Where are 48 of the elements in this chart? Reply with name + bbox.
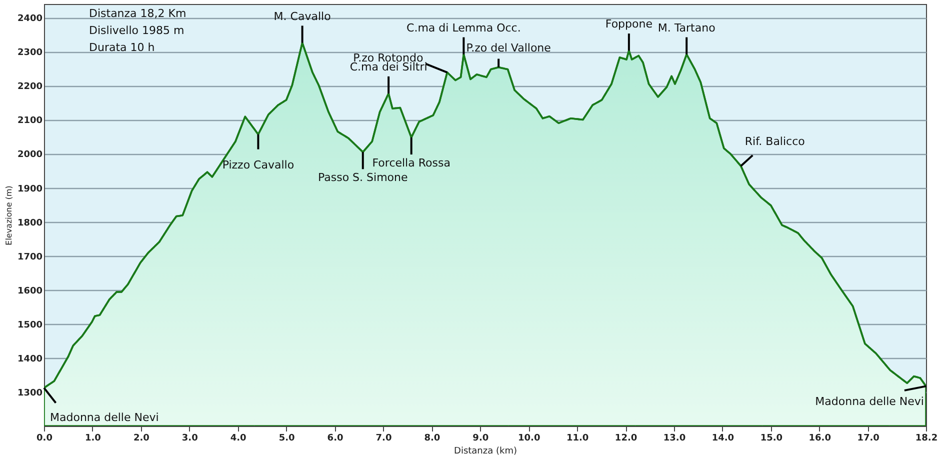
annotation: Dislivello 1985 m — [89, 24, 184, 37]
x-tick-label: 13.0 — [663, 434, 686, 444]
annotation: Madonna delle Nevi — [815, 395, 924, 408]
x-tick-label: 15.0 — [760, 434, 783, 444]
annotation: C.ma dei Siltri — [350, 60, 428, 74]
x-tick-label: 1.0 — [84, 434, 101, 444]
annotation: Passo S. Simone — [318, 171, 408, 184]
annotation: Rif. Balicco — [744, 134, 806, 148]
annotation: M. Tartano — [658, 21, 716, 34]
y-tick-label: 1300 — [17, 388, 42, 398]
y-tick-label: 1900 — [17, 184, 42, 194]
x-tick-label: 18.2 — [915, 434, 938, 444]
y-tick-label: 2100 — [17, 116, 42, 126]
x-tick-label: 16.0 — [808, 434, 831, 444]
y-tick-label: 2400 — [17, 14, 42, 24]
annotation: Durata 10 h — [89, 41, 155, 54]
annotation: Forcella Rossa — [372, 156, 450, 170]
x-tick-label: 4.0 — [230, 434, 246, 444]
x-tick-label: 3.0 — [182, 434, 198, 444]
annotation: Madonna delle Nevi — [50, 410, 159, 424]
x-tick-label: 9.0 — [472, 434, 489, 444]
annotation: C.ma di Lemma Occ. — [406, 21, 521, 34]
annotation: Pizzo Cavallo — [222, 158, 294, 172]
x-tick-label: 10.0 — [518, 434, 540, 444]
x-tick-label: 0.0 — [36, 434, 52, 444]
y-axis-title: Elevazione (m) — [4, 186, 14, 246]
y-tick-label: 2000 — [17, 150, 42, 160]
x-tick-label: 17.0 — [857, 434, 880, 444]
annotation: Foppone — [605, 18, 653, 31]
x-tick-label: 14.0 — [712, 434, 734, 444]
x-tick-label: 11.0 — [566, 434, 589, 444]
annotation: P.zo del Vallone — [466, 41, 552, 54]
x-tick-label: 7.0 — [376, 434, 392, 444]
annotation: M. Cavallo — [274, 10, 332, 23]
y-tick-label: 1500 — [17, 320, 42, 330]
y-tick-label: 2200 — [17, 82, 42, 92]
x-tick-label: 12.0 — [614, 434, 638, 444]
annotation: Distanza 18,2 Km — [89, 7, 186, 20]
y-tick-label: 1600 — [17, 286, 42, 296]
x-tick-label: 6.0 — [327, 434, 344, 444]
y-tick-label: 1700 — [17, 252, 42, 262]
x-tick-label: 5.0 — [278, 434, 295, 444]
x-axis-title: Distanza (km) — [454, 446, 517, 456]
y-tick-label: 1800 — [17, 218, 42, 228]
x-tick-label: 2.0 — [133, 434, 150, 444]
y-tick-label: 1400 — [17, 354, 42, 364]
x-tick-label: 8.0 — [424, 434, 440, 444]
y-tick-label: 2300 — [17, 48, 42, 58]
